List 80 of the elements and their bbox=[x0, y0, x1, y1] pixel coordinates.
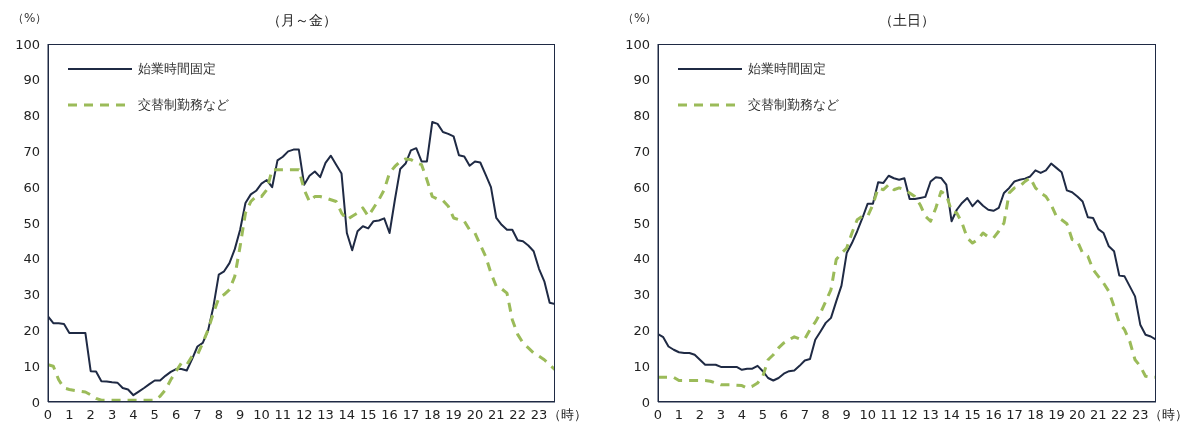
x-tick-label: 5 bbox=[758, 407, 767, 423]
x-tick-label: 4 bbox=[737, 407, 747, 423]
y-tick-label: 20 bbox=[633, 323, 650, 339]
x-tick-label: 1 bbox=[674, 407, 684, 423]
y-tick-label: 90 bbox=[23, 72, 40, 88]
legend-label: 始業時間固定 bbox=[138, 60, 216, 78]
x-tick-label: 23 bbox=[1132, 407, 1149, 423]
x-tick-label: 8 bbox=[821, 407, 830, 423]
x-tick-label: 8 bbox=[214, 407, 223, 423]
x-tick-label: 2 bbox=[695, 407, 705, 423]
x-tick-label: 15 bbox=[359, 407, 377, 423]
x-tick-label: 6 bbox=[171, 407, 181, 423]
x-tick-label: 19 bbox=[445, 407, 462, 423]
x-tick-label: 20 bbox=[1069, 407, 1086, 423]
y-tick-label: 30 bbox=[633, 287, 650, 303]
y-tick-label: 50 bbox=[23, 215, 40, 231]
x-tick-label: 19 bbox=[1048, 407, 1065, 423]
x-axis-title: （時） bbox=[1149, 406, 1188, 424]
legend-label: 始業時間固定 bbox=[748, 60, 826, 78]
x-tick-label: 7 bbox=[800, 407, 809, 423]
x-tick-label: 1 bbox=[65, 407, 74, 423]
y-tick-label: 90 bbox=[633, 72, 650, 88]
x-tick-label: 0 bbox=[43, 407, 53, 423]
x-tick-label: 9 bbox=[235, 407, 245, 423]
x-tick-label: 5 bbox=[150, 407, 159, 423]
x-tick-label: 13 bbox=[317, 407, 334, 423]
x-tick-label: 4 bbox=[129, 407, 138, 423]
y-tick-label: 40 bbox=[633, 251, 650, 267]
x-tick-label: 0 bbox=[653, 407, 663, 423]
chart-title: （土日） bbox=[879, 12, 935, 28]
y-tick-label: 80 bbox=[633, 108, 650, 124]
y-tick-label: 20 bbox=[23, 323, 40, 339]
x-tick-label: 3 bbox=[716, 407, 726, 423]
y-tick-label: 60 bbox=[633, 179, 650, 195]
y-tick-label: 30 bbox=[23, 287, 40, 303]
x-tick-label: 18 bbox=[1027, 407, 1044, 423]
x-tick-label: 14 bbox=[943, 407, 960, 423]
x-tick-label: 18 bbox=[423, 407, 441, 423]
x-tick-label: 2 bbox=[86, 407, 95, 423]
y-tick-label: 70 bbox=[23, 144, 40, 160]
x-tick-label: 13 bbox=[922, 407, 939, 423]
y-tick-label: 60 bbox=[23, 179, 40, 195]
x-tick-label: 21 bbox=[488, 407, 505, 423]
x-tick-label: 22 bbox=[1111, 407, 1128, 423]
chart-title: （月～金） bbox=[266, 12, 337, 28]
x-tick-label: 10 bbox=[253, 407, 270, 423]
x-tick-label: 11 bbox=[880, 407, 897, 423]
x-tick-label: 12 bbox=[901, 407, 918, 423]
y-tick-label: 80 bbox=[23, 108, 40, 124]
x-tick-label: 17 bbox=[402, 407, 420, 423]
y-tick-label: 10 bbox=[23, 358, 40, 374]
x-tick-label: 15 bbox=[964, 407, 981, 423]
y-axis-title: （%） bbox=[622, 10, 658, 27]
x-tick-label: 6 bbox=[779, 407, 788, 423]
x-tick-label: 14 bbox=[338, 407, 356, 423]
legend-label: 交替制勤務など bbox=[138, 96, 229, 114]
y-tick-label: 0 bbox=[31, 394, 40, 410]
x-tick-label: 3 bbox=[107, 407, 117, 423]
x-tick-label: 7 bbox=[193, 407, 202, 423]
x-tick-label: 9 bbox=[842, 407, 851, 423]
legend-label: 交替制勤務など bbox=[748, 96, 839, 114]
x-tick-label: 16 bbox=[381, 407, 398, 423]
y-tick-label: 100 bbox=[15, 36, 40, 52]
x-tick-label: 22 bbox=[509, 407, 526, 423]
x-tick-label: 23 bbox=[530, 407, 548, 423]
y-tick-label: 10 bbox=[633, 358, 650, 374]
y-tick-label: 50 bbox=[633, 215, 650, 231]
x-tick-label: 10 bbox=[859, 407, 876, 423]
y-axis-title: （%） bbox=[12, 10, 48, 27]
x-tick-label: 16 bbox=[985, 407, 1002, 423]
x-tick-label: 11 bbox=[274, 407, 292, 423]
x-axis-title: （時） bbox=[548, 406, 587, 424]
y-tick-label: 100 bbox=[625, 36, 650, 52]
y-tick-label: 40 bbox=[23, 251, 40, 267]
x-tick-label: 20 bbox=[466, 407, 484, 423]
x-tick-label: 12 bbox=[295, 407, 313, 423]
x-tick-label: 21 bbox=[1090, 407, 1107, 423]
x-tick-label: 17 bbox=[1006, 407, 1023, 423]
y-tick-label: 70 bbox=[633, 144, 650, 160]
y-tick-label: 0 bbox=[641, 394, 650, 410]
